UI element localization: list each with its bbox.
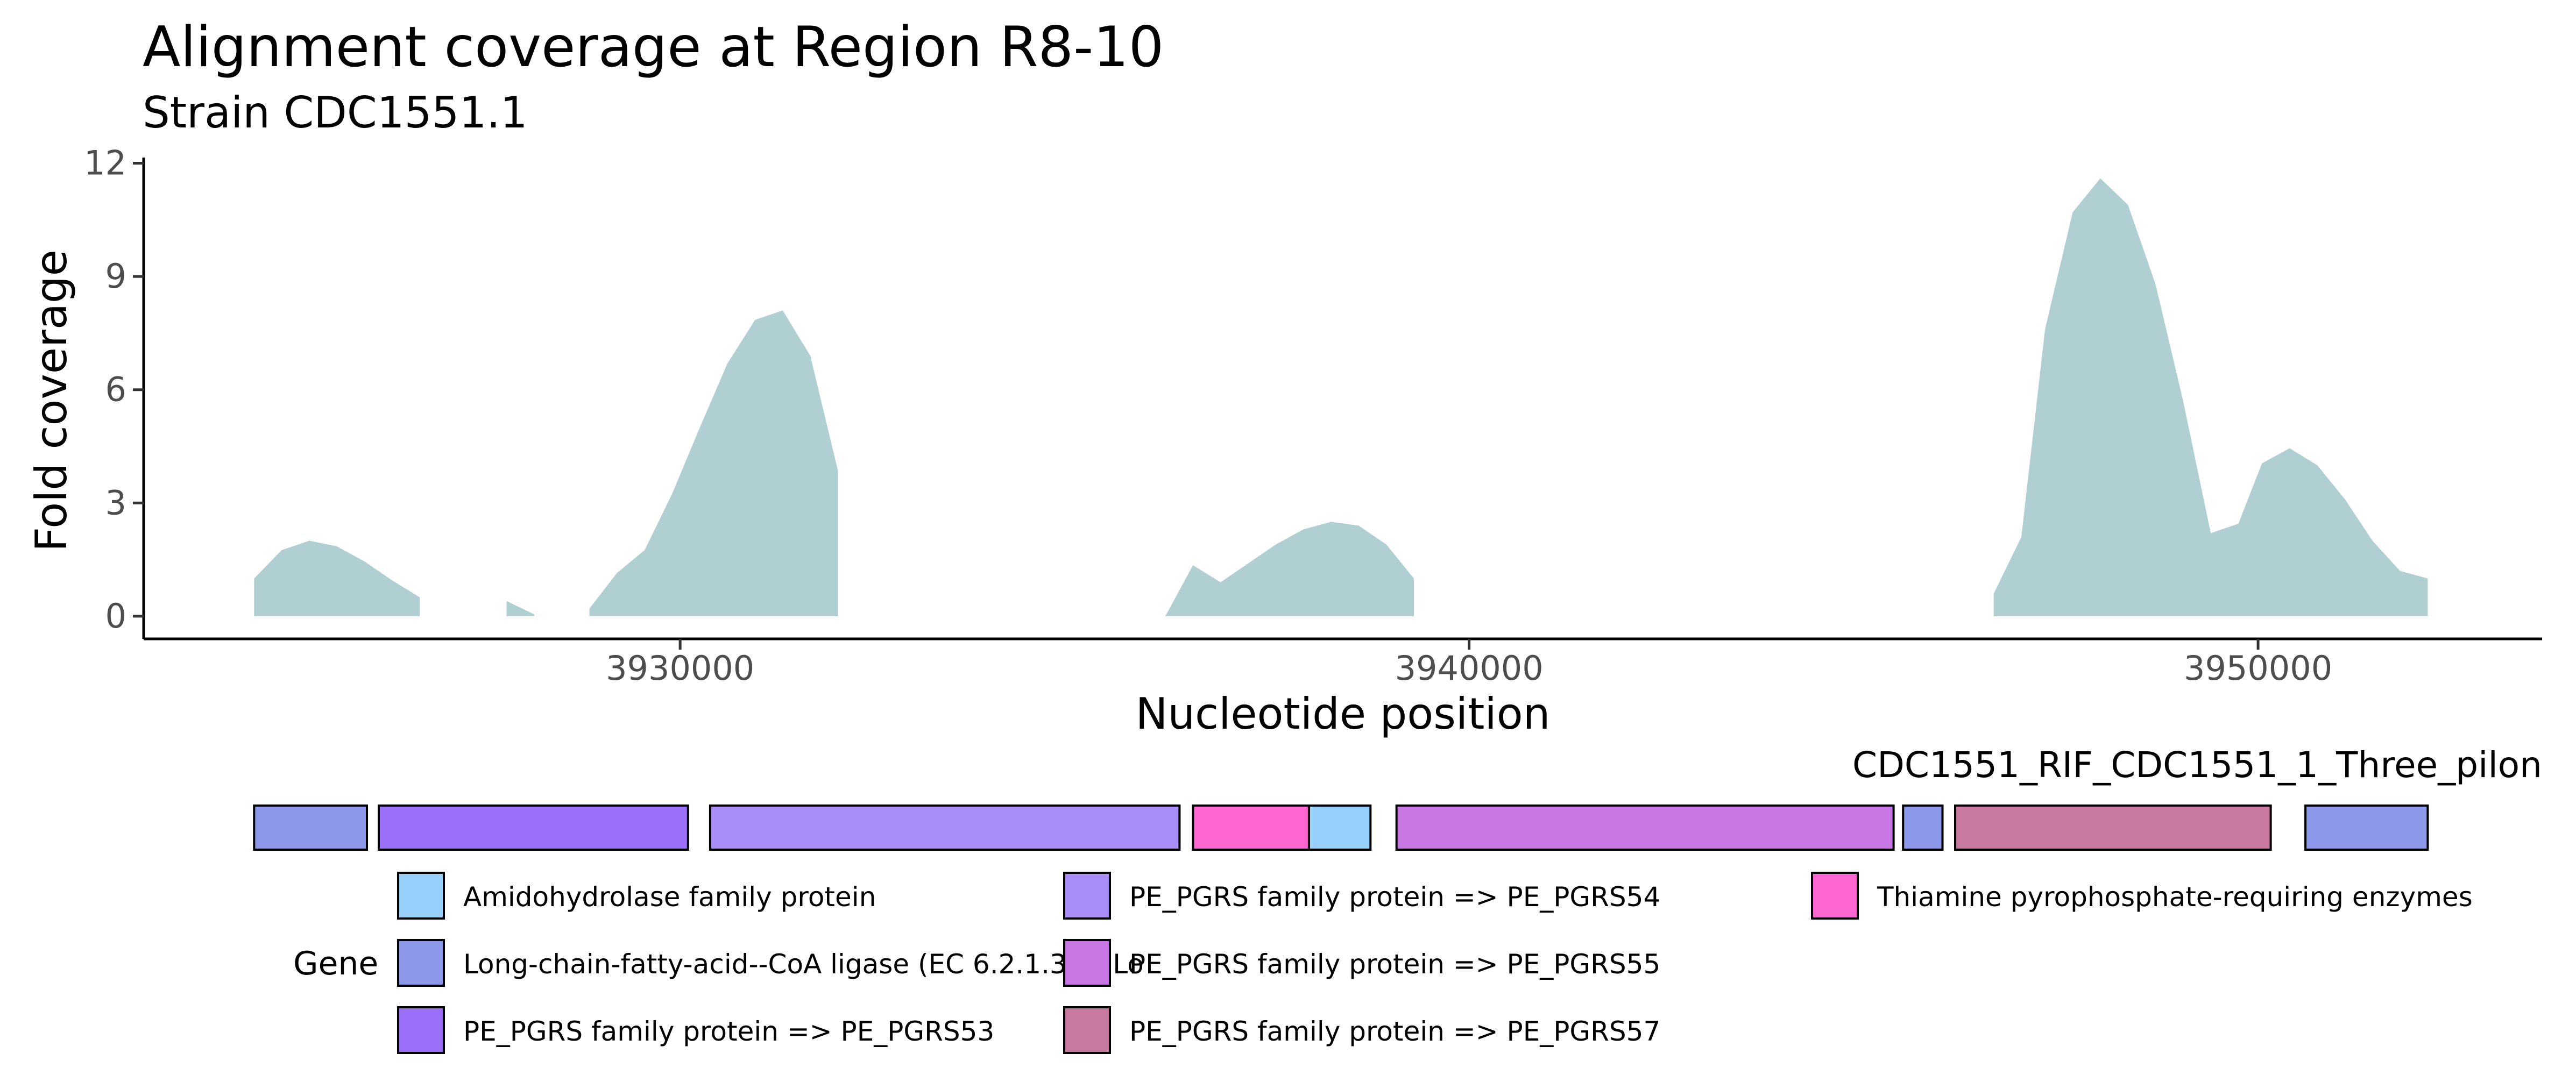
y-axis-label: Fold coverage	[26, 250, 76, 552]
legend-swatch	[1063, 939, 1111, 987]
legend-swatch	[397, 872, 445, 920]
y-tick-label: 9	[105, 257, 126, 296]
legend-label: Amidohydrolase family protein	[463, 881, 876, 913]
legend-item: Amidohydrolase family protein	[397, 872, 876, 920]
legend-item: Thiamine pyrophosphate-requiring enzymes	[1811, 872, 2473, 920]
chart-subtitle: Strain CDC1551.1	[143, 88, 528, 138]
gene-legend: Amidohydrolase family protein Long-chain-…	[397, 872, 2473, 1054]
chart-title: Alignment coverage at Region R8-10	[143, 15, 1164, 80]
y-tick-label: 3	[105, 483, 126, 522]
gene-track	[253, 805, 2429, 851]
legend-label: PE_PGRS family protein => PE_PGRS57	[1129, 1016, 1660, 1047]
gene-block	[1307, 805, 1372, 851]
legend-swatch	[397, 1006, 445, 1054]
gene-block	[2304, 805, 2429, 851]
y-tick-label: 0	[105, 596, 126, 636]
gene-block	[1192, 805, 1310, 851]
legend-label: PE_PGRS family protein => PE_PGRS55	[1129, 949, 1660, 980]
x-axis-label: Nucleotide position	[1136, 689, 1551, 739]
legend-title: Gene	[293, 945, 378, 983]
y-axis-ticks: 0 3 6 9 12	[84, 144, 144, 636]
gene-track-title: CDC1551_RIF_CDC1551_1_Three_pilon	[1852, 744, 2542, 786]
legend-label: PE_PGRS family protein => PE_PGRS53	[463, 1016, 994, 1047]
coverage-area-1	[254, 540, 420, 616]
gene-block	[1954, 805, 2272, 851]
x-axis-ticks: 3930000 3940000 3950000	[606, 639, 2332, 688]
y-tick-label: 12	[84, 144, 126, 183]
gene-block	[378, 805, 689, 851]
coverage-area-2	[506, 601, 534, 616]
legend-swatch	[1811, 872, 1859, 920]
gene-block	[1902, 805, 1944, 851]
legend-item: PE_PGRS family protein => PE_PGRS57	[1063, 1006, 1660, 1054]
legend-item: PE_PGRS family protein => PE_PGRS53	[397, 1006, 994, 1054]
x-tick-label: 3940000	[1395, 649, 1544, 688]
legend-item: Long-chain-fatty-acid--CoA ligase (EC 6.…	[397, 939, 1144, 987]
legend-swatch	[397, 939, 445, 987]
legend-label: PE_PGRS family protein => PE_PGRS54	[1129, 881, 1660, 913]
legend-swatch	[1063, 872, 1111, 920]
gene-block	[253, 805, 368, 851]
legend-label: Thiamine pyrophosphate-requiring enzymes	[1877, 881, 2473, 913]
x-tick-label: 3950000	[2184, 649, 2332, 688]
x-tick-label: 3930000	[606, 649, 754, 688]
legend-label: Long-chain-fatty-acid--CoA ligase (EC 6.…	[463, 949, 1144, 980]
y-tick-label: 6	[105, 370, 126, 409]
legend-item: PE_PGRS family protein => PE_PGRS55	[1063, 939, 1660, 987]
gene-block	[1395, 805, 1895, 851]
legend-swatch	[1063, 1006, 1111, 1054]
coverage-plot	[254, 178, 2428, 616]
coverage-area-4	[1165, 522, 1414, 616]
coverage-area-3	[589, 310, 838, 616]
legend-item: PE_PGRS family protein => PE_PGRS54	[1063, 872, 1660, 920]
gene-block	[709, 805, 1181, 851]
coverage-area-5	[1993, 178, 2428, 616]
